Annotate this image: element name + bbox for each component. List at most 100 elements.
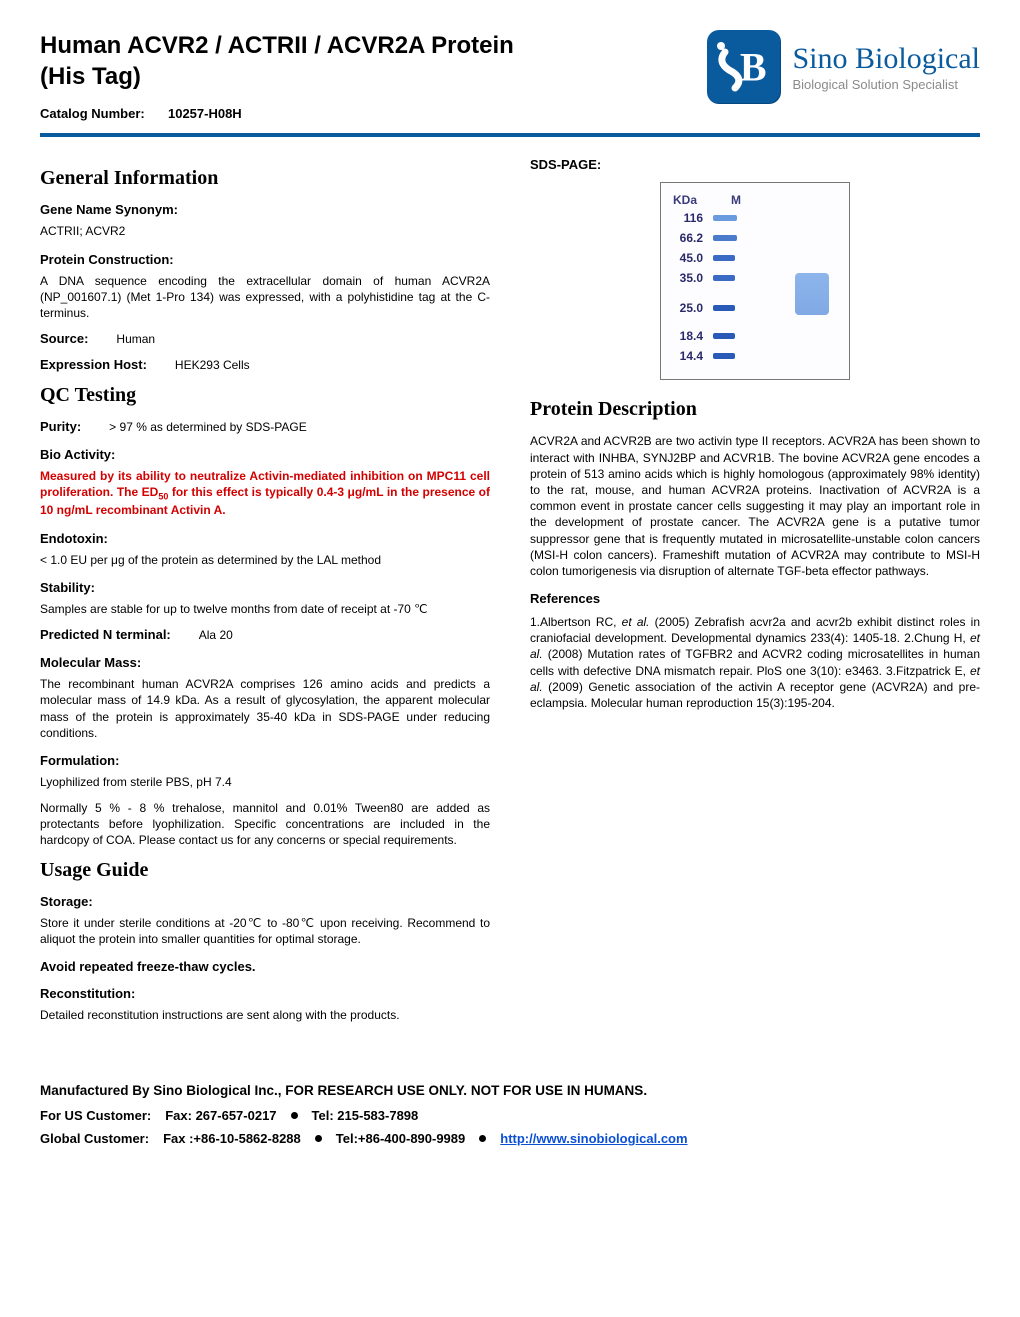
footer-global-tel: Tel:+86-400-890-9989 [336,1131,466,1146]
host-value: HEK293 Cells [175,357,250,373]
gel-sample-lane [795,273,829,315]
gel-rows-container: 116 66.2 45.0 35.0 25.0 18.4 14.4 [673,211,837,363]
gel-marker-row: 66.2 [673,231,837,245]
gel-marker-value: 18.4 [673,329,703,343]
protein-description-heading: Protein Description [530,398,980,421]
formulation-label: Formulation: [40,753,490,768]
footer-url-link[interactable]: http://www.sinobiological.com [500,1131,687,1146]
ref-1a: 1.Albertson RC, [530,615,622,629]
gene-synonym-value: ACTRII; ACVR2 [40,223,490,239]
ref-1e: (2008) Mutation rates of TGFBR2 and ACVR… [530,647,980,677]
footer-global-row: Global Customer: Fax :+86-10-5862-8288 T… [40,1131,980,1146]
footer-manufacturer-line: Manufactured By Sino Biological Inc., FO… [40,1083,980,1098]
right-column: SDS-PAGE: KDa M 11666.245.035.025.018.41… [530,157,980,1023]
logo-text-main: Sino Biological [793,44,981,74]
gel-marker-row: 45.0 [673,251,837,265]
title-block: Human ACVR2 / ACTRII / ACVR2A Protein (H… [40,30,707,121]
references-heading: References [530,591,980,606]
company-logo: B Sino Biological Biological Solution Sp… [707,30,981,104]
sds-page-label: SDS-PAGE: [530,157,980,172]
gel-marker-row: 18.4 [673,329,837,343]
source-row: Source: Human [40,331,490,347]
purity-value: > 97 % as determined by SDS-PAGE [109,419,307,435]
footer: Manufactured By Sino Biological Inc., FO… [40,1083,980,1146]
purity-label: Purity: [40,419,81,434]
qc-testing-heading: QC Testing [40,384,490,407]
nterm-value: Ala 20 [199,627,233,643]
sds-page-gel-image: KDa M 116 66.2 45.0 35.0 25.0 18.4 14.4 [660,182,850,380]
gene-synonym-label: Gene Name Synonym: [40,202,490,217]
gel-marker-value: 14.4 [673,349,703,363]
gel-band-icon [713,275,735,281]
nterm-row: Predicted N terminal: Ala 20 [40,627,490,643]
molecular-mass-value: The recombinant human ACVR2A comprises 1… [40,676,490,741]
ref-1g: (2009) Genetic association of the activi… [530,680,980,710]
general-info-heading: General Information [40,167,490,190]
reconstitution-label: Reconstitution: [40,986,490,1001]
formulation-value-1: Lyophilized from sterile PBS, pH 7.4 [40,774,490,790]
horizontal-rule [40,133,980,137]
footer-us-tel: Tel: 215-583-7898 [312,1108,419,1123]
gel-band-icon [713,305,735,311]
stability-label: Stability: [40,580,490,595]
gel-marker-value: 66.2 [673,231,703,245]
footer-global-label: Global Customer: [40,1131,149,1146]
avoid-freeze-thaw: Avoid repeated freeze-thaw cycles. [40,959,490,974]
purity-row: Purity: > 97 % as determined by SDS-PAGE [40,419,490,435]
source-value: Human [116,331,155,347]
gel-band-icon [713,353,735,359]
gel-band-icon [713,255,735,261]
host-row: Expression Host: HEK293 Cells [40,357,490,373]
footer-us-fax: Fax: 267-657-0217 [165,1108,276,1123]
reconstitution-value: Detailed reconstitution instructions are… [40,1007,490,1023]
title-line1: Human ACVR2 / ACTRII / ACVR2A Protein [40,32,514,59]
bullet-icon [479,1135,486,1142]
gel-marker-row: 14.4 [673,349,837,363]
gel-marker-value: 116 [673,211,703,225]
gel-band-icon [713,333,735,339]
logo-badge-icon: B [707,30,781,104]
gel-kda-label: KDa [673,193,697,207]
title-line2: (His Tag) [40,63,141,90]
gel-lane-labels: KDa M [673,193,837,207]
storage-label: Storage: [40,894,490,909]
gel-band-icon [713,215,737,221]
bullet-icon [291,1112,298,1119]
footer-global-fax: Fax :+86-10-5862-8288 [163,1131,301,1146]
ref-1b: et al. [622,615,650,629]
endotoxin-value: < 1.0 EU per μg of the protein as determ… [40,552,490,568]
gel-marker-value: 45.0 [673,251,703,265]
gel-marker-row: 116 [673,211,837,225]
logo-text: Sino Biological Biological Solution Spec… [793,44,981,91]
gel-marker-value: 35.0 [673,271,703,285]
bio-sub: 50 [158,491,168,501]
nterm-label: Predicted N terminal: [40,627,171,642]
gel-band-icon [713,235,737,241]
host-label: Expression Host: [40,357,147,372]
logo-text-sub: Biological Solution Specialist [793,78,981,91]
footer-us-label: For US Customer: [40,1108,151,1123]
footer-us-row: For US Customer: Fax: 267-657-0217 Tel: … [40,1108,980,1123]
references-text: 1.Albertson RC, et al. (2005) Zebrafish … [530,614,980,711]
stability-value: Samples are stable for up to twelve mont… [40,601,490,617]
bio-activity-label: Bio Activity: [40,447,490,462]
protein-description-value: ACVR2A and ACVR2B are two activin type I… [530,433,980,579]
logo-s-shape-icon [707,30,781,104]
protein-construction-value: A DNA sequence encoding the extracellula… [40,273,490,322]
gel-m-label: M [731,193,741,207]
bullet-icon [315,1135,322,1142]
header: Human ACVR2 / ACTRII / ACVR2A Protein (H… [40,30,980,121]
bio-activity-value: Measured by its ability to neutralize Ac… [40,468,490,519]
protein-construction-label: Protein Construction: [40,252,490,267]
left-column: General Information Gene Name Synonym: A… [40,157,490,1023]
endotoxin-label: Endotoxin: [40,531,490,546]
source-label: Source: [40,331,88,346]
catalog-value: 10257-H08H [168,106,242,121]
gel-marker-value: 25.0 [673,301,703,315]
formulation-value-2: Normally 5 % - 8 % trehalose, mannitol a… [40,800,490,849]
molecular-mass-label: Molecular Mass: [40,655,490,670]
storage-value: Store it under sterile conditions at -20… [40,915,490,947]
catalog-label: Catalog Number: [40,106,145,121]
product-title: Human ACVR2 / ACTRII / ACVR2A Protein (H… [40,30,707,92]
main-columns: General Information Gene Name Synonym: A… [40,157,980,1023]
